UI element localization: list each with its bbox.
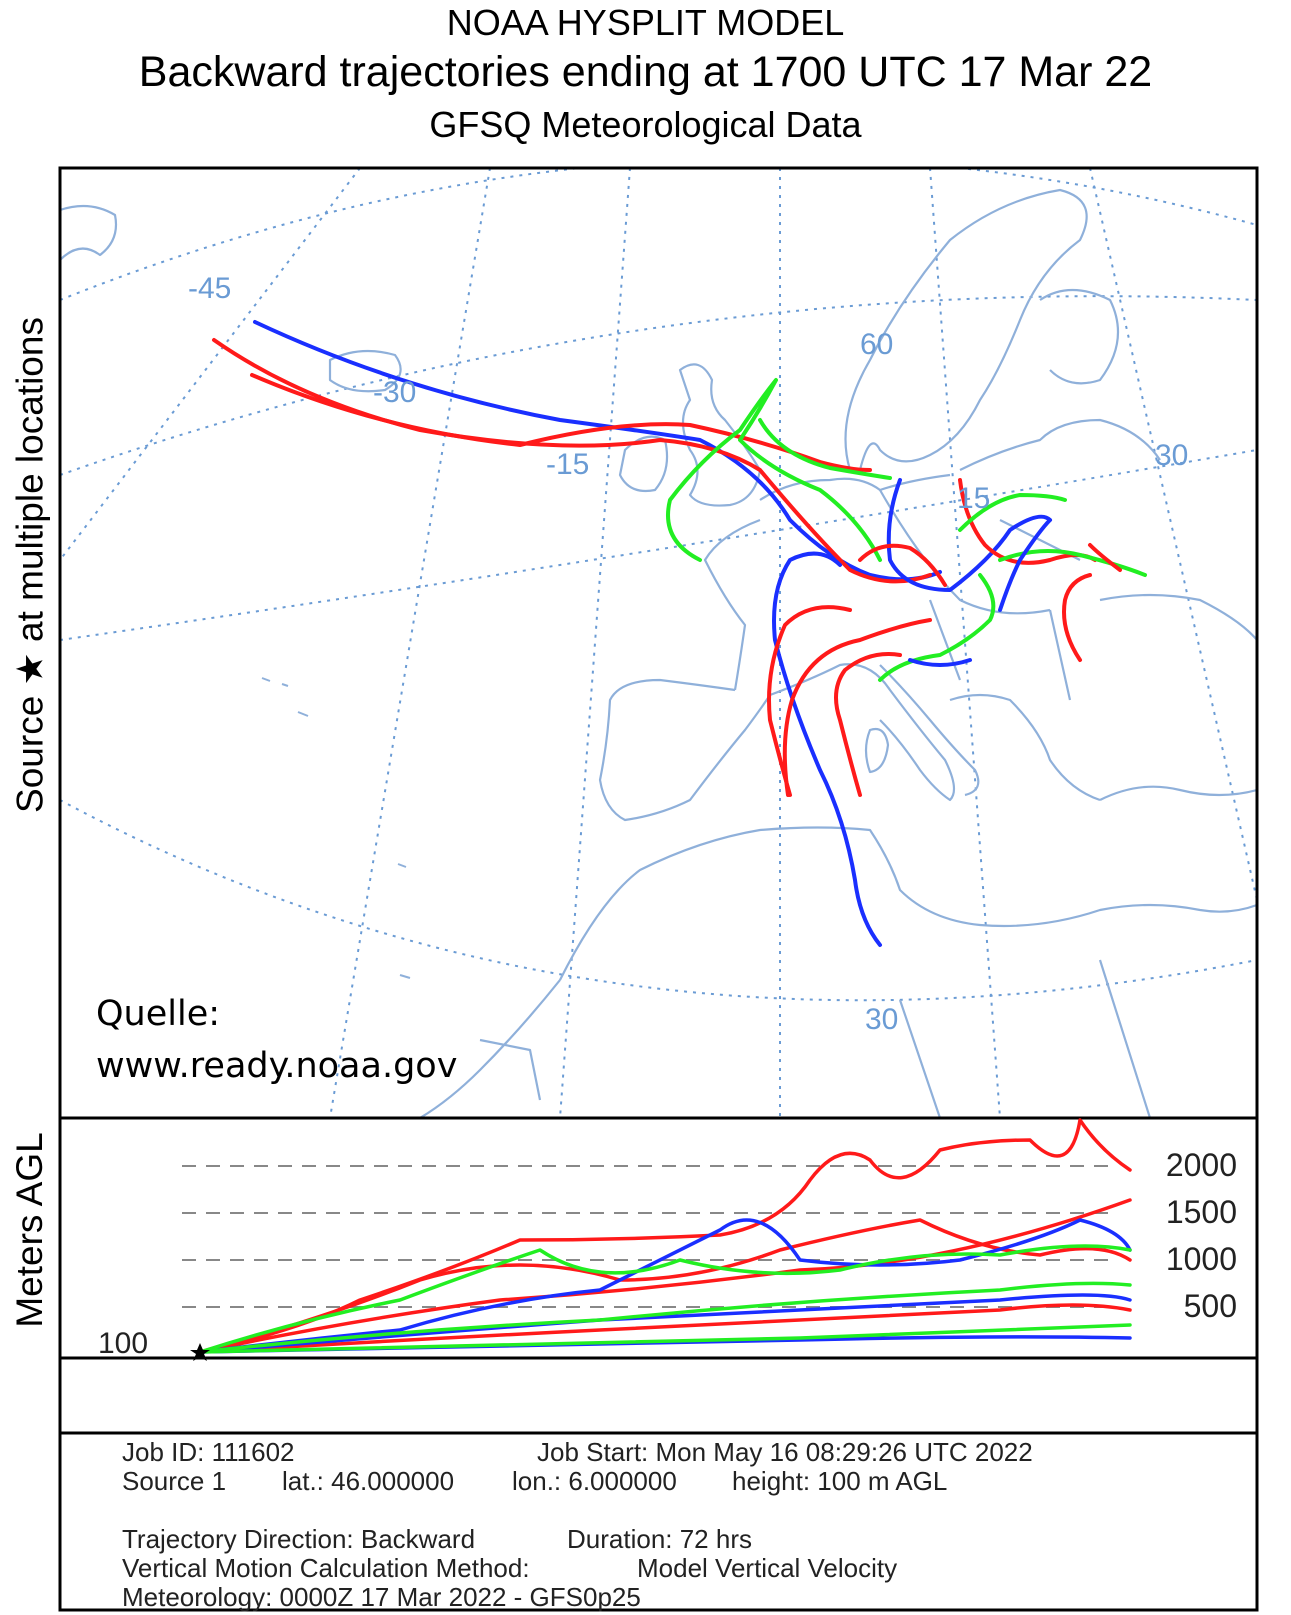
lat-label-30: 30: [865, 1003, 898, 1036]
trajectory-red-9: [858, 543, 947, 587]
height-tick-1500: 1500: [1166, 1194, 1237, 1230]
mediterranean-north-coast: [769, 663, 1101, 802]
latitude-circle-45: [60, 449, 1257, 641]
credit-note: Quelle: www.ready.noaa.gov: [96, 988, 457, 1092]
blank-panel-frame: [58, 1356, 1259, 1435]
height-tick-500: 500: [1184, 1288, 1237, 1324]
source-lon: lon.: 6.000000: [512, 1466, 677, 1496]
sahara-border: [479, 959, 1152, 1118]
trajectory-green-1: [666, 378, 882, 562]
iceland-coast: [328, 349, 402, 393]
height-tick-1000: 1000: [1166, 1241, 1237, 1277]
trajectory-green-2: [758, 418, 892, 480]
canary-island: [399, 974, 411, 979]
trajectory-red-5: [782, 618, 932, 797]
trajectory-blue-4: [998, 518, 1052, 612]
ireland-coast: [618, 435, 669, 493]
italy-coast: [879, 664, 980, 797]
finland-coast: [1039, 289, 1120, 385]
trajectory-blue-5: [908, 658, 972, 667]
latitude-circle-70: [60, 168, 1257, 301]
graticule-labels: -45 -30 -15 15 30 60 30: [188, 272, 1188, 1036]
source-height: height: 100 m AGL: [732, 1466, 948, 1496]
source-lat: lat.: 46.000000: [282, 1466, 455, 1496]
madeira-island: [397, 863, 407, 868]
lon-label-minus30: -30: [373, 376, 416, 409]
trajectory-red-7: [1088, 543, 1122, 572]
trajectory-direction: Trajectory Direction: Backward: [122, 1524, 476, 1554]
meridian-15: [929, 168, 1001, 1118]
height-profile-green: [198, 1281, 1132, 1354]
coastlines: [60, 188, 1257, 1118]
footer-frame: [58, 1431, 1259, 1612]
trajectory-red-2: [250, 373, 872, 472]
trajectory-green-3: [958, 493, 1067, 532]
source-id: Source 1: [122, 1466, 227, 1496]
lon-label-minus15: -15: [546, 448, 589, 481]
meridian-30: [1089, 168, 1257, 901]
north-africa-coast: [559, 826, 1257, 981]
latitude-circle-60: [60, 295, 1257, 476]
azores-island: [261, 677, 271, 682]
lon-label-30: 30: [1155, 439, 1188, 472]
map-panel: -45 -30 -15 15 30 60 30: [60, 168, 1257, 1118]
continent-north-coast: [759, 473, 951, 501]
trajectory-red-4: [834, 652, 902, 797]
credit-line-url[interactable]: www.ready.noaa.gov: [96, 1046, 458, 1086]
baltic-coast: [959, 418, 1161, 471]
meridian-minus45: [60, 168, 361, 561]
trajectory-blue-2: [772, 551, 882, 947]
height-profile-green: [198, 1323, 1132, 1354]
latitude-circle-30: [60, 799, 1257, 1002]
credit-line-quelle: Quelle:: [96, 994, 221, 1034]
job-start: Job Start: Mon May 16 08:29:26 UTC 2022: [537, 1437, 1033, 1467]
west-africa-coast: [419, 979, 561, 1118]
trajectories: [212, 320, 1147, 947]
azores-island: [297, 711, 309, 717]
azores-island: [281, 683, 289, 687]
height-tick-2000: 2000: [1166, 1147, 1237, 1183]
lon-label-15: 15: [957, 482, 990, 515]
france-coast: [703, 518, 761, 691]
turkey-coast: [1099, 785, 1257, 801]
iberia-coast: [598, 678, 771, 822]
britain-coast: [678, 363, 762, 507]
sardinia-corsica: [864, 727, 890, 774]
trajectory-duration: Duration: 72 hrs: [567, 1524, 752, 1554]
vertical-method-value: Model Vertical Velocity: [637, 1553, 898, 1583]
height-profile-blue: [198, 1293, 1132, 1354]
trajectory-green-5: [878, 573, 996, 682]
scandinavia-coast: [844, 188, 1088, 471]
graticule: [60, 168, 1257, 1118]
source-height-label: 100: [98, 1327, 148, 1360]
job-id: Job ID: 111602: [122, 1437, 295, 1467]
height-tick-labels: 2000 1500 1000 500: [1166, 1147, 1237, 1324]
trajectory-red-3: [767, 605, 852, 797]
trajectory-blue-1: [253, 320, 942, 582]
model-title: NOAA HYSPLIT MODEL: [446, 2, 845, 43]
height-profile-blue: [198, 1218, 1132, 1354]
height-profile-red: [198, 1198, 1132, 1354]
lon-label-minus45: -45: [188, 272, 231, 305]
height-panel: 2000 1500 1000 500 100: [58, 1116, 1259, 1361]
central-europe-borders: [879, 489, 1081, 701]
meridian-minus30: [329, 168, 491, 1118]
greenland-coast: [60, 204, 118, 261]
trajectory-red-8: [1062, 573, 1092, 662]
vertical-method-label: Vertical Motion Calculation Method:: [122, 1553, 530, 1583]
height-profiles: [198, 1118, 1132, 1354]
meteorology-info: Meteorology: 0000Z 17 Mar 2022 - GFS0p25: [122, 1582, 641, 1612]
black-sea-coast: [1099, 593, 1257, 641]
height-profile-red: [198, 1303, 1132, 1354]
map-frame: [58, 166, 1259, 1120]
lat-label-60: 60: [860, 328, 893, 361]
trajectory-subtitle: Backward trajectories ending at 1700 UTC…: [138, 48, 1153, 96]
atlantic-islands: [261, 677, 411, 979]
height-profile-green: [198, 1244, 1132, 1354]
meteorology-subtitle: GFSQ Meteorological Data: [429, 104, 862, 145]
trajectory-blue-3: [886, 478, 1052, 592]
